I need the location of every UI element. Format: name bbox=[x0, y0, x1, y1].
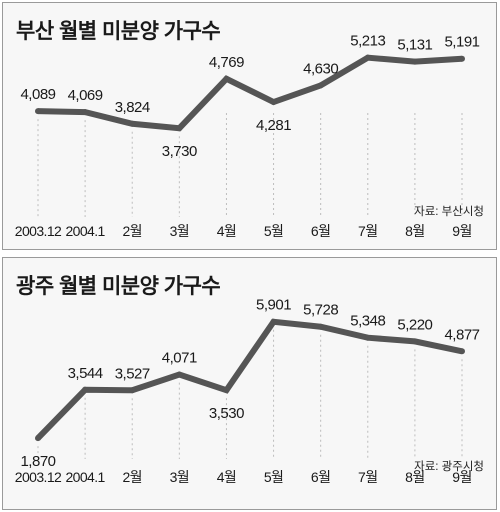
busan-chart-title: 부산 월별 미분양 가구수 bbox=[16, 20, 221, 43]
gwangju-data-point bbox=[129, 387, 136, 394]
gwangju-value-label: 3,527 bbox=[115, 365, 150, 382]
busan-data-point bbox=[82, 109, 89, 116]
busan-x-tick-label: 2월 bbox=[122, 223, 141, 239]
busan-data-point bbox=[364, 54, 371, 61]
gwangju-data-point bbox=[35, 435, 41, 442]
busan-x-tick-label: 9월 bbox=[452, 223, 471, 239]
busan-x-tick-label: 2003.12 bbox=[15, 223, 62, 239]
busan-data-point bbox=[459, 55, 465, 62]
busan-x-tick-label: 4월 bbox=[217, 223, 236, 239]
gwangju-value-label: 3,544 bbox=[68, 365, 103, 382]
busan-value-label: 5,191 bbox=[444, 34, 479, 51]
gwangju-x-tick-label: 7월 bbox=[358, 469, 377, 485]
busan-x-tick-label: 8월 bbox=[405, 223, 424, 239]
busan-data-point bbox=[317, 82, 324, 89]
gwangju-series-line bbox=[35, 318, 463, 441]
gwangju-chart-title: 광주 월별 미분양 가구수 bbox=[16, 275, 221, 298]
gwangju-data-point bbox=[223, 387, 230, 394]
busan-data-point bbox=[176, 125, 183, 132]
gwangju-value-label: 5,348 bbox=[350, 313, 385, 330]
gwangju-chart-panel: 광주 월별 미분양 가구수 1,870 3,544 3,527 4,071 3,530 5… bbox=[2, 257, 497, 510]
gwangju-value-label: 5,901 bbox=[256, 297, 291, 314]
gwangju-x-tick-label: 2003.12 bbox=[15, 469, 62, 485]
busan-source-note: 자료: 부산시청 bbox=[414, 206, 484, 218]
gwangju-data-point bbox=[459, 348, 465, 355]
gwangju-data-point bbox=[317, 323, 324, 330]
busan-x-tick-label: 3월 bbox=[170, 223, 189, 239]
gwangju-x-tick-label: 2월 bbox=[122, 469, 141, 485]
busan-data-point bbox=[129, 120, 136, 127]
gwangju-data-point bbox=[364, 334, 371, 341]
busan-data-point bbox=[35, 108, 41, 115]
busan-value-label: 3,730 bbox=[162, 143, 197, 160]
busan-value-label: 5,213 bbox=[350, 33, 385, 50]
busan-x-tick-label: 5월 bbox=[264, 223, 283, 239]
busan-chart-panel: 부산 월별 미분양 가구수 4,089 4,069 3,824 3,730 4,769 4… bbox=[2, 2, 497, 250]
gwangju-data-point bbox=[176, 371, 183, 378]
busan-value-label: 4,069 bbox=[68, 87, 103, 104]
gwangju-value-label: 4,071 bbox=[162, 350, 197, 367]
gwangju-data-point bbox=[270, 318, 277, 325]
busan-value-label: 4,281 bbox=[256, 117, 291, 134]
busan-value-label: 3,824 bbox=[115, 99, 150, 116]
gwangju-x-tick-label: 5월 bbox=[264, 469, 283, 485]
gwangju-value-label: 1,870 bbox=[20, 453, 55, 470]
gwangju-x-tick-label: 8월 bbox=[405, 469, 424, 485]
busan-x-tick-label: 6월 bbox=[311, 223, 330, 239]
gwangju-chart-plot: 1,870 3,544 3,527 4,071 3,530 5,901 5,728 5,348… bbox=[15, 297, 480, 485]
busan-x-tick-label: 7월 bbox=[358, 223, 377, 239]
busan-data-point bbox=[270, 99, 277, 106]
gwangju-x-tick-label: 6월 bbox=[311, 469, 330, 485]
busan-data-point bbox=[223, 75, 230, 82]
gwangju-value-label: 5,220 bbox=[397, 316, 432, 333]
gwangju-data-point bbox=[82, 386, 89, 393]
busan-x-tick-label: 2004.1 bbox=[65, 223, 105, 239]
gwangju-value-label: 3,530 bbox=[209, 405, 244, 422]
busan-value-label: 5,131 bbox=[397, 37, 432, 54]
busan-series-line bbox=[37, 54, 463, 132]
gwangju-value-label: 5,728 bbox=[303, 302, 338, 319]
busan-value-label: 4,089 bbox=[20, 86, 55, 103]
busan-data-point bbox=[411, 58, 418, 65]
gwangju-x-tick-label: 4월 bbox=[217, 469, 236, 485]
gwangju-data-point bbox=[411, 338, 418, 345]
gwangju-source-note: 자료: 광주시청 bbox=[414, 461, 484, 473]
gwangju-x-tick-label: 9월 bbox=[452, 469, 471, 485]
gwangju-x-tick-label: 3월 bbox=[170, 469, 189, 485]
gwangju-value-label: 4,877 bbox=[444, 326, 479, 343]
busan-value-label: 4,630 bbox=[303, 60, 338, 77]
busan-value-label: 4,769 bbox=[209, 54, 244, 71]
gwangju-x-tick-label: 2004.1 bbox=[65, 469, 105, 485]
busan-chart-plot: 4,089 4,069 3,824 3,730 4,769 4,281 4,630 5,213… bbox=[15, 33, 480, 239]
